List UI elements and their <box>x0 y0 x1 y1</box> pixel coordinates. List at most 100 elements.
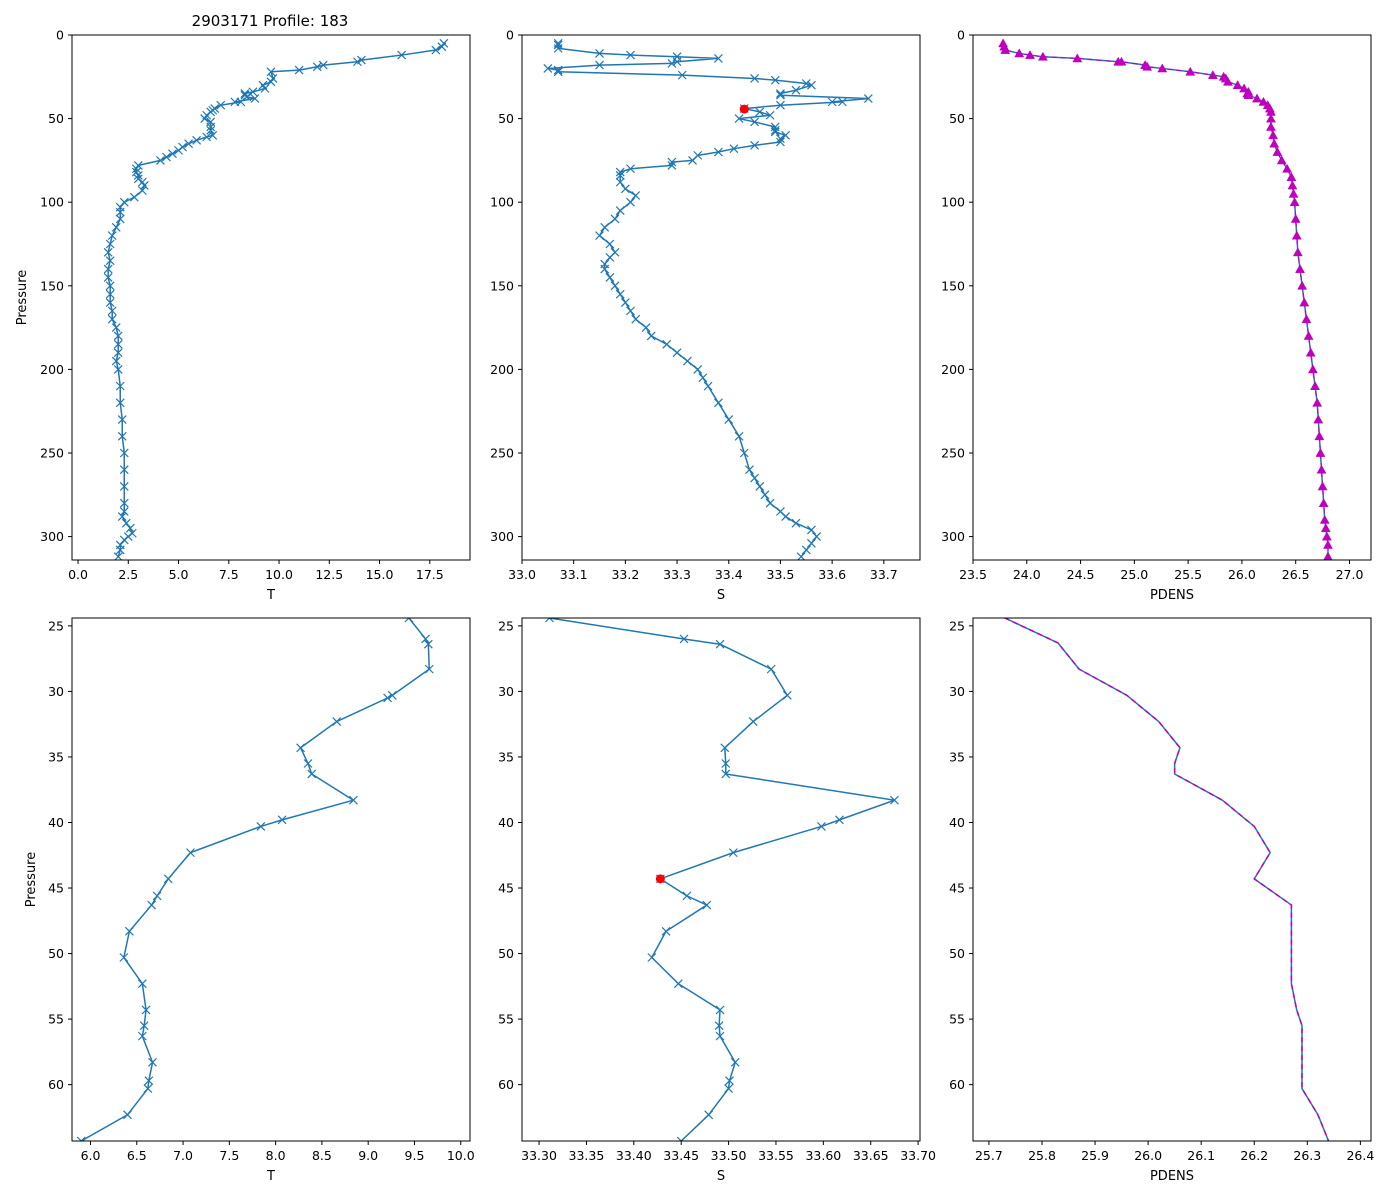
data-point-x-marker <box>770 127 780 137</box>
data-point-x-marker <box>103 273 113 282</box>
data-point-x-marker <box>725 1076 734 1086</box>
y-tick-label: 45 <box>498 881 514 896</box>
chart-bottom-temperature: 6.0 6.5 7.0 7.5 8.0 8.5 9.0 9.5 10.0 25 30 35 40 45 50… <box>24 617 475 1184</box>
data-point-triangle-marker <box>1269 138 1280 148</box>
data-point-x-marker <box>615 289 625 299</box>
data-point-x-marker <box>248 87 258 97</box>
x-axis-label: T <box>266 1169 275 1184</box>
data-point-x-marker <box>107 306 117 316</box>
data-point-x-marker <box>760 490 770 500</box>
x-tick-label: 33.5 <box>767 567 795 582</box>
data-point-x-marker <box>817 821 826 831</box>
data-point-x-marker <box>115 214 125 224</box>
x-tick-label: 10.0 <box>447 1148 475 1163</box>
x-tick-label: 7.5 <box>219 1148 239 1163</box>
data-point-triangle-marker <box>1276 155 1287 165</box>
y-tick-label: 0 <box>56 28 64 43</box>
data-point-x-marker <box>124 926 134 936</box>
data-point-triangle-marker <box>1000 45 1011 54</box>
series-line-pdens <box>1002 43 1329 557</box>
x-axis-label: S <box>717 588 725 603</box>
plot-area <box>998 38 1333 560</box>
x-tick-label: 15.0 <box>366 567 394 582</box>
data-point-x-marker <box>105 289 115 299</box>
data-point-x-marker <box>889 795 899 805</box>
data-point-x-marker <box>715 1005 725 1015</box>
data-point-x-marker <box>76 1136 86 1141</box>
data-point-triangle-marker <box>1072 53 1083 63</box>
data-point-x-marker <box>647 953 657 962</box>
y-tick-label: 35 <box>949 749 965 764</box>
y-tick-label: 50 <box>48 111 64 126</box>
x-tick-label: 33.70 <box>900 1148 936 1163</box>
y-tick-label: 150 <box>40 278 64 293</box>
data-point-x-marker <box>631 191 641 200</box>
data-point-x-marker <box>115 207 125 217</box>
data-point-x-marker <box>721 769 731 779</box>
data-point-x-marker <box>186 848 195 858</box>
data-point-x-marker <box>724 1084 734 1093</box>
x-tick-label: 25.7 <box>975 1148 1003 1163</box>
data-point-x-marker <box>266 67 276 77</box>
data-point-x-marker <box>615 177 625 187</box>
x-tick-label: 25.8 <box>1028 1148 1056 1163</box>
data-point-x-marker <box>431 45 441 55</box>
x-tick-label: 25.5 <box>1174 567 1202 582</box>
data-point-x-marker <box>125 523 135 533</box>
data-point-x-marker <box>600 222 610 232</box>
y-tick-label: 45 <box>949 881 965 896</box>
y-tick-label: 35 <box>48 749 64 764</box>
data-point-triangle-marker <box>1243 90 1254 100</box>
data-point-x-marker <box>113 364 123 374</box>
data-point-x-marker <box>206 122 216 132</box>
axes-frame <box>521 34 921 561</box>
data-point-x-marker <box>734 114 744 124</box>
data-point-x-marker <box>739 448 749 458</box>
data-point-x-marker <box>553 67 563 77</box>
data-point-x-marker <box>748 717 758 726</box>
data-point-x-marker <box>192 135 202 145</box>
x-tick-label: 9.5 <box>405 1148 425 1163</box>
data-point-x-marker <box>782 690 792 700</box>
data-point-x-marker <box>111 356 121 366</box>
data-point-x-marker <box>348 795 358 805</box>
axes-frame <box>71 617 471 1142</box>
data-point-x-marker <box>115 398 125 408</box>
y-tick-label: 300 <box>490 529 514 544</box>
data-point-x-marker <box>119 465 129 475</box>
data-point-x-marker <box>605 239 615 249</box>
data-point-x-marker <box>693 364 703 374</box>
data-point-x-marker <box>835 815 844 825</box>
data-point-x-marker <box>208 130 218 140</box>
x-axis-label: T <box>266 588 275 603</box>
data-point-x-marker <box>626 197 635 207</box>
data-point-x-marker <box>703 381 713 391</box>
data-point-x-marker <box>698 373 708 383</box>
series-line-pdens <box>1004 618 1330 1141</box>
data-point-x-marker <box>595 60 604 70</box>
data-point-x-marker <box>115 545 125 555</box>
y-tick-label: 30 <box>48 684 64 699</box>
data-point-x-marker <box>318 60 328 70</box>
plot-area <box>543 38 873 560</box>
data-point-x-marker <box>423 639 433 649</box>
data-point-x-marker <box>620 298 630 307</box>
x-axis-label: PDENS <box>1150 1169 1194 1184</box>
data-point-x-marker <box>766 664 776 674</box>
series-line-s <box>547 43 870 558</box>
data-point-x-marker <box>721 759 731 768</box>
data-point-x-marker <box>113 339 123 349</box>
data-point-x-marker <box>200 114 210 124</box>
data-point-x-marker <box>776 134 785 144</box>
data-point-x-marker <box>807 80 816 90</box>
data-point-x-marker <box>662 339 672 349</box>
data-point-x-marker <box>256 821 266 831</box>
data-point-x-marker <box>682 891 692 901</box>
data-point-x-marker <box>776 100 785 110</box>
data-point-x-marker <box>620 184 630 194</box>
data-point-x-marker <box>242 92 252 102</box>
y-tick-label: 40 <box>949 815 965 830</box>
y-tick-label: 50 <box>48 946 64 961</box>
data-point-x-marker <box>133 171 143 180</box>
x-axis-label: PDENS <box>1150 588 1194 603</box>
